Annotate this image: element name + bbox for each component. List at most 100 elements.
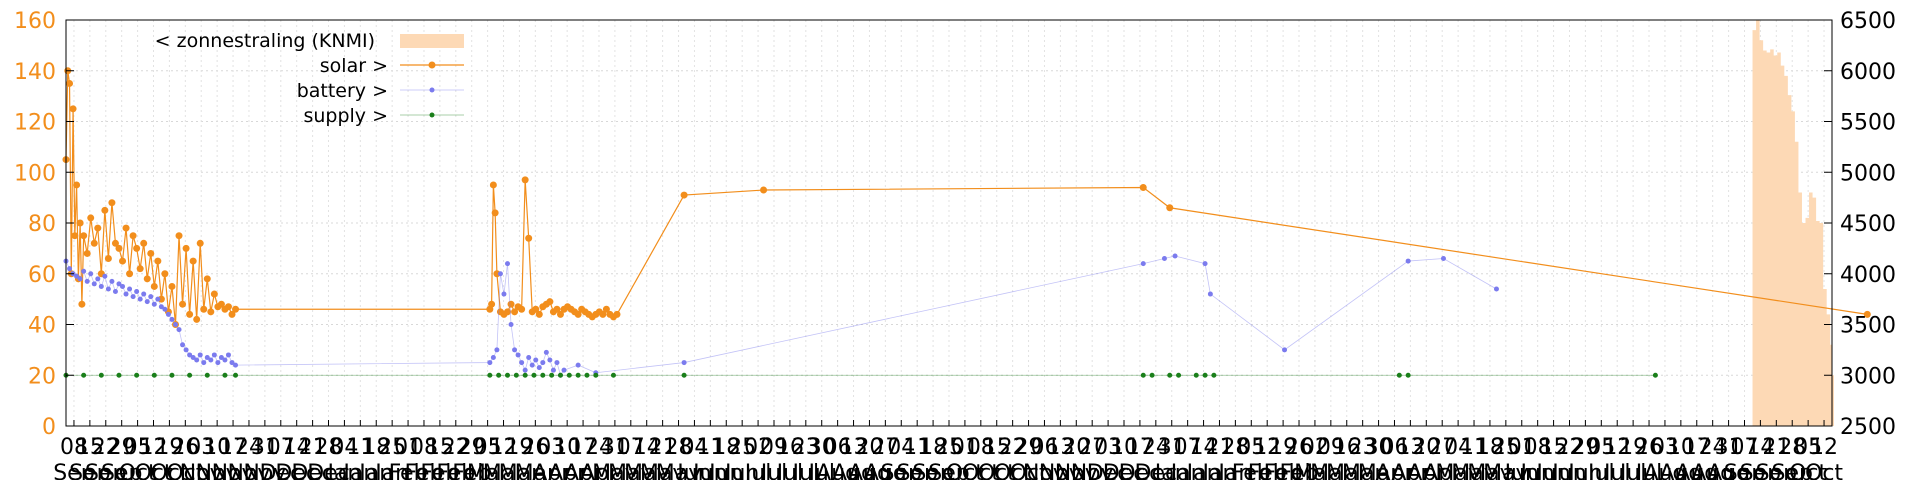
point-solar bbox=[599, 310, 607, 318]
point-solar bbox=[175, 232, 183, 240]
x-tick-label-month: Feb bbox=[452, 461, 491, 480]
x-tick-label-day: 25 bbox=[935, 435, 963, 460]
x-tick-label-month: May bbox=[1435, 461, 1480, 480]
y-right-tick-label: 4000 bbox=[1840, 263, 1896, 288]
point-battery bbox=[1405, 258, 1411, 264]
x-tick-label-day: 03 bbox=[1094, 435, 1122, 460]
x-tick-label-month: Aug bbox=[1707, 461, 1750, 480]
x-tick-label-month: Jan bbox=[1169, 461, 1205, 480]
x-tick-label-day: 27 bbox=[1078, 435, 1106, 460]
point-supply bbox=[81, 372, 87, 378]
x-tick-label-day: 14 bbox=[283, 435, 311, 460]
x-tick-label-day: 10 bbox=[203, 435, 231, 460]
point-battery bbox=[137, 296, 143, 302]
x-tick-label-day: 12 bbox=[490, 435, 518, 460]
x-tick-label-day: 28 bbox=[1221, 435, 1249, 460]
x-tick-label-day: 26 bbox=[171, 435, 199, 460]
x-tick-label-month: Dec bbox=[1103, 461, 1146, 480]
point-battery bbox=[102, 273, 108, 279]
point-solar bbox=[228, 310, 236, 318]
point-battery bbox=[105, 286, 111, 292]
point-solar bbox=[71, 232, 79, 240]
point-battery bbox=[1202, 261, 1208, 267]
point-battery bbox=[547, 357, 553, 363]
point-battery bbox=[148, 294, 154, 300]
x-tick-label-day: 21 bbox=[1762, 435, 1790, 460]
point-battery bbox=[540, 360, 546, 366]
point-solar bbox=[232, 305, 240, 313]
x-tick-label-month: Jan bbox=[1201, 461, 1237, 480]
x-tick-label-day: 05 bbox=[1587, 435, 1615, 460]
x-tick-label-month: Sep bbox=[896, 461, 937, 480]
x-tick-label-day: 28 bbox=[665, 435, 693, 460]
y-right-tick-label: 3000 bbox=[1840, 364, 1896, 389]
point-supply bbox=[522, 372, 528, 378]
x-tick-label-day: 21 bbox=[299, 435, 327, 460]
x-tick-label-day: 22 bbox=[1555, 435, 1583, 460]
x-tick-label-month: Jun bbox=[1566, 461, 1602, 480]
x-tick-label-month: Jun bbox=[691, 461, 727, 480]
x-tick-label-day: 10 bbox=[1667, 435, 1695, 460]
point-battery bbox=[208, 357, 214, 363]
x-tick-label-day: 04 bbox=[1444, 435, 1472, 460]
x-tick-label-day: 05 bbox=[124, 435, 152, 460]
x-tick-label-day: 03 bbox=[1651, 435, 1679, 460]
point-supply bbox=[222, 372, 228, 378]
x-tick-label-day: 10 bbox=[1110, 435, 1138, 460]
x-tick-label-day: 26 bbox=[521, 435, 549, 460]
x-tick-label-day: 11 bbox=[903, 435, 931, 460]
x-tick-label-month: Nov bbox=[212, 461, 255, 480]
x-tick-label-month: Apr bbox=[564, 461, 603, 480]
x-tick-label-month: Jun bbox=[1534, 461, 1570, 480]
legend-marker-solar bbox=[428, 61, 436, 69]
point-solar bbox=[94, 224, 102, 232]
point-battery bbox=[194, 357, 200, 363]
x-tick-label-day: 12 bbox=[1810, 435, 1838, 460]
x-tick-label-month: Apr bbox=[1423, 461, 1462, 480]
point-solar bbox=[200, 305, 208, 313]
point-supply bbox=[233, 372, 239, 378]
legend-label-zonnestraling: < zonnestraling (KNMI) bbox=[155, 30, 375, 52]
x-tick-label-day: 07 bbox=[267, 435, 295, 460]
point-solar bbox=[217, 300, 225, 308]
point-supply bbox=[593, 372, 599, 378]
x-tick-label-day: 29 bbox=[458, 435, 486, 460]
x-tick-label-month: Oct bbox=[946, 461, 984, 480]
x-tick-label-month: Nov bbox=[180, 461, 223, 480]
point-battery bbox=[67, 266, 73, 272]
x-tick-label-month: Nov bbox=[1071, 461, 1114, 480]
x-tick-label-month: Jan bbox=[325, 461, 361, 480]
x-tick-label-day: 08 bbox=[410, 435, 438, 460]
point-supply bbox=[1193, 372, 1199, 378]
x-tick-label-month: Mar bbox=[1294, 461, 1336, 480]
point-solar bbox=[488, 300, 496, 308]
x-tick-label-month: Jan bbox=[341, 461, 377, 480]
legend-label-battery: battery > bbox=[297, 80, 388, 102]
x-tick-label-day: 20 bbox=[1062, 435, 1090, 460]
x-tick-label-month: Jan bbox=[1153, 461, 1189, 480]
x-tick-label-month: Jun bbox=[707, 461, 743, 480]
point-battery bbox=[554, 360, 560, 366]
point-battery bbox=[225, 352, 231, 358]
point-solar bbox=[602, 305, 610, 313]
point-supply bbox=[1140, 372, 1146, 378]
point-supply bbox=[1396, 372, 1402, 378]
point-battery bbox=[218, 354, 224, 360]
x-tick-label-month: Jun bbox=[675, 461, 711, 480]
point-battery bbox=[487, 360, 493, 366]
x-tick-label-day: 29 bbox=[1015, 435, 1043, 460]
y-left-tick-label: 160 bbox=[14, 9, 56, 34]
x-tick-label-day: 04 bbox=[330, 435, 358, 460]
point-solar bbox=[489, 181, 497, 189]
x-tick-label-day: 05 bbox=[474, 435, 502, 460]
point-solar bbox=[532, 305, 540, 313]
point-battery bbox=[190, 354, 196, 360]
point-battery bbox=[1282, 347, 1288, 353]
point-supply bbox=[531, 372, 537, 378]
point-battery bbox=[169, 316, 175, 322]
point-solar bbox=[193, 315, 201, 323]
point-solar bbox=[511, 308, 519, 316]
x-tick-label-month: Apr bbox=[580, 461, 619, 480]
x-tick-label-month: Jun bbox=[1550, 461, 1586, 480]
point-battery bbox=[109, 278, 115, 284]
